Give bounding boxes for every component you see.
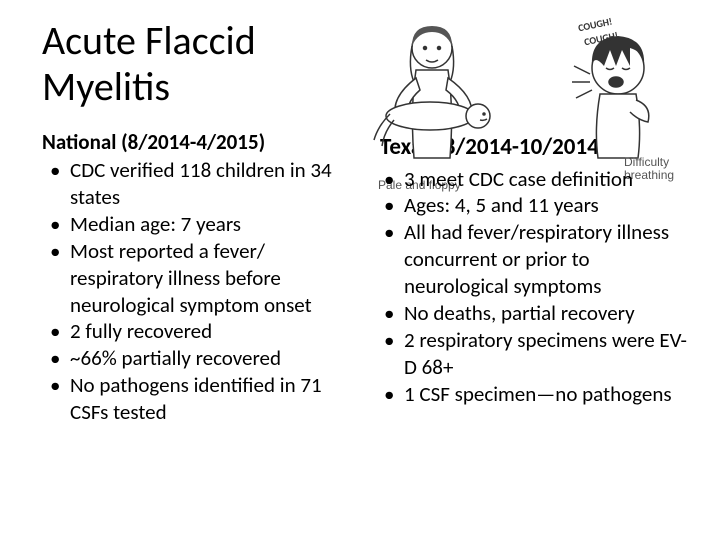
list-national: CDC verified 118 children in 34 states M… [42,157,356,426]
column-texas: Texas (8/2014-10/2014) 3 meet CDC case d… [376,130,690,426]
list-item: CDC verified 118 children in 34 states [42,157,356,211]
list-item: 1 CSF specimen—no pathogens [376,381,690,408]
list-item: 2 fully recovered [42,318,356,345]
column-national: National (8/2014-4/2015) CDC verified 11… [42,130,356,426]
slide-title: Acute Flaccid Myelitis [42,18,342,110]
list-item: ~66% partially recovered [42,345,356,372]
list-item: No pathogens identified in 71 CSFs teste… [42,372,356,426]
list-item: Median age: 7 years [42,211,356,238]
list-item: Most reported a fever/ respiratory illne… [42,238,356,319]
heading-national: National (8/2014-4/2015) [42,130,356,155]
slide: Acute Flaccid Myelitis [0,0,720,540]
list-item: All had fever/respiratory illness concur… [376,219,690,300]
list-item: 3 meet CDC case definition [376,166,690,193]
list-item: Ages: 4, 5 and 11 years [376,192,690,219]
list-item: No deaths, partial recovery [376,300,690,327]
title-line-2: Myelitis [42,62,170,111]
title-line-1: Acute Flaccid [42,16,256,65]
list-texas: 3 meet CDC case definition Ages: 4, 5 an… [376,166,690,408]
list-item: 2 respiratory specimens were EV-D 68+ [376,327,690,381]
